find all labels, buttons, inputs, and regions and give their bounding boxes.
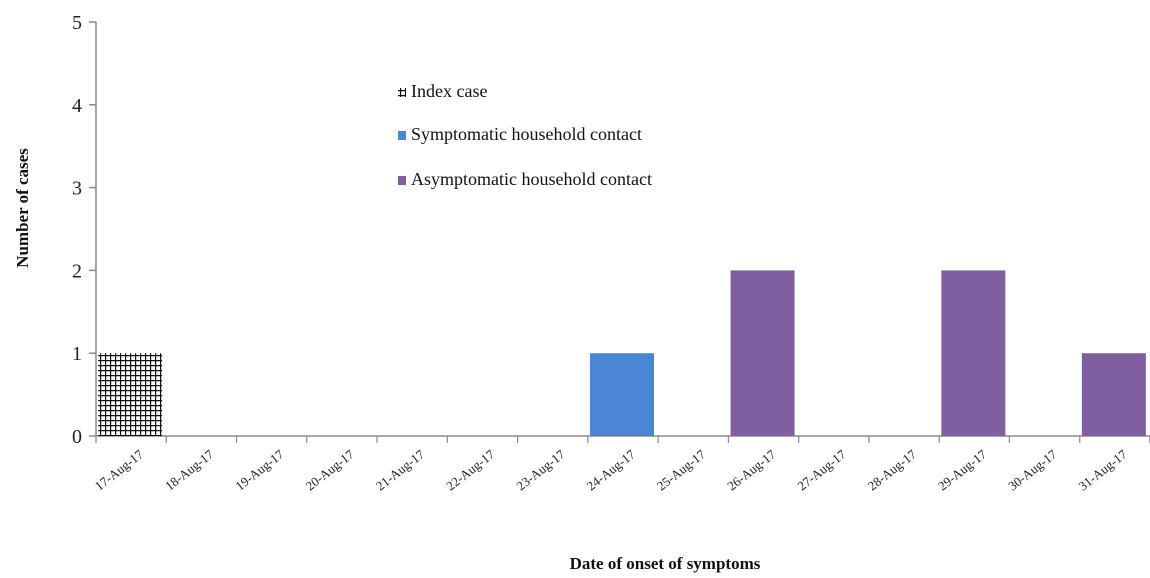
bar-symptomatic-household-contact <box>590 353 654 436</box>
y-tick-label: 4 <box>72 95 82 117</box>
y-axis: 0 1 2 3 4 5 <box>72 12 97 448</box>
bar-asymptomatic-household-contact <box>941 270 1006 436</box>
y-tick-label: 1 <box>72 343 82 365</box>
x-tick-label: 22-Aug-17 <box>443 446 498 493</box>
x-tick-label: 29-Aug-17 <box>935 446 990 493</box>
bar-index-case <box>98 353 163 436</box>
x-tick-label: 26-Aug-17 <box>724 446 779 493</box>
x-tick-label: 24-Aug-17 <box>584 446 639 493</box>
legend-label: Asymptomatic household contact <box>411 169 652 189</box>
x-tick-label: 21-Aug-17 <box>373 446 428 493</box>
legend-swatch <box>398 176 406 185</box>
x-tick-label: 19-Aug-17 <box>232 446 287 493</box>
bars <box>98 270 1146 436</box>
x-tick-label: 30-Aug-17 <box>1005 446 1060 493</box>
x-tick-label: 28-Aug-17 <box>865 446 920 493</box>
bar-asymptomatic-household-contact <box>730 270 795 436</box>
x-tick-label: 31-Aug-17 <box>1076 446 1131 493</box>
x-tick-label: 23-Aug-17 <box>513 446 568 493</box>
legend-label: Symptomatic household contact <box>411 124 642 144</box>
x-axis: 17-Aug-17 18-Aug-17 19-Aug-17 20-Aug-17 21-A… <box>92 435 1150 493</box>
legend: Index case Symptomatic household contact A… <box>398 81 652 189</box>
x-tick-label: 20-Aug-17 <box>303 446 358 493</box>
x-tick-label: 25-Aug-17 <box>654 446 709 493</box>
legend-swatch <box>398 131 406 140</box>
y-tick-label: 3 <box>72 178 82 200</box>
y-tick-label: 0 <box>72 426 82 448</box>
y-tick-label: 5 <box>72 12 82 34</box>
legend-swatch <box>398 88 406 97</box>
legend-label: Index case <box>411 81 487 101</box>
x-tick-label: 17-Aug-17 <box>92 446 147 493</box>
y-tick-label: 2 <box>72 260 82 282</box>
y-axis-title: Number of cases <box>13 148 32 268</box>
x-tick-label: 18-Aug-17 <box>162 446 217 493</box>
x-tick-label: 27-Aug-17 <box>794 446 849 493</box>
x-axis-title: Date of onset of symptoms <box>570 554 761 573</box>
bar-asymptomatic-household-contact <box>1081 353 1146 436</box>
